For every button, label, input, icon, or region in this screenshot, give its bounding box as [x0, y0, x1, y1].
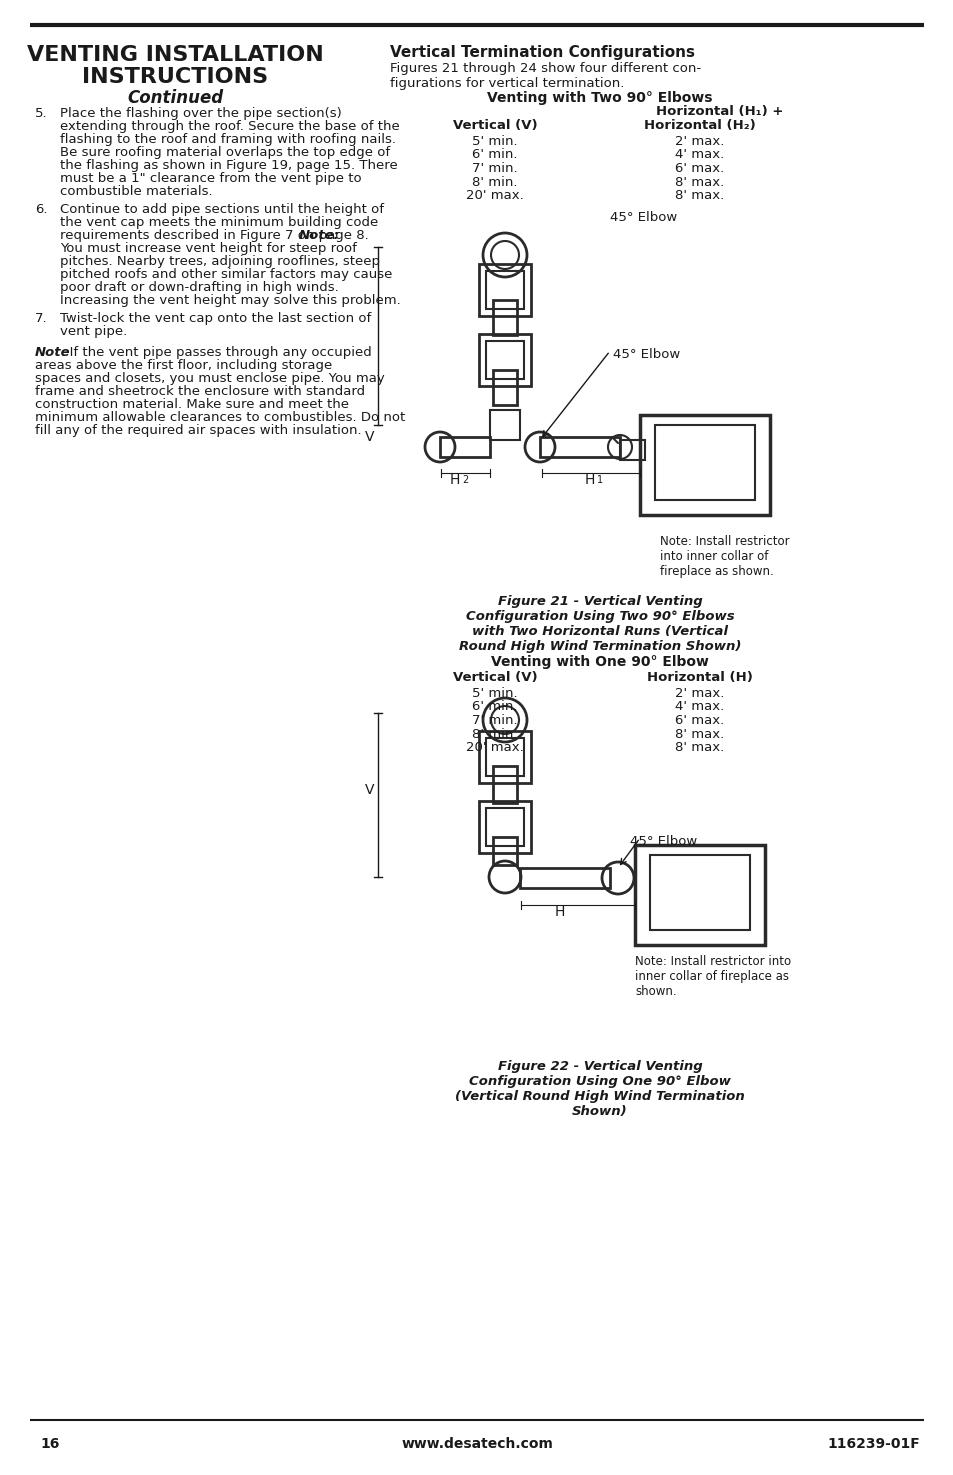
Bar: [485, 738, 523, 776]
Text: Note: Note: [35, 347, 71, 358]
Text: 20' max.: 20' max.: [466, 740, 523, 754]
Bar: [485, 808, 523, 847]
Bar: [485, 341, 523, 379]
Text: the vent cap meets the minimum building code: the vent cap meets the minimum building …: [60, 215, 377, 229]
Text: requirements described in Figure 7 on page 8.: requirements described in Figure 7 on pa…: [60, 229, 373, 242]
Text: pitches. Nearby trees, adjoining rooflines, steep: pitches. Nearby trees, adjoining rooflin…: [60, 255, 379, 268]
Text: the flashing as shown in Figure 19, page 15. There: the flashing as shown in Figure 19, page…: [60, 159, 397, 173]
Text: Horizontal (H): Horizontal (H): [646, 671, 752, 684]
Text: Place the flashing over the pipe section(s): Place the flashing over the pipe section…: [60, 108, 341, 119]
Text: 7.: 7.: [35, 313, 48, 324]
Text: 5' min.: 5' min.: [472, 687, 517, 701]
Bar: [439, 437, 490, 457]
Bar: [539, 437, 619, 457]
Text: Be sure roofing material overlaps the top edge of: Be sure roofing material overlaps the to…: [60, 146, 390, 159]
Text: minimum allowable clearances to combustibles. Do not: minimum allowable clearances to combusti…: [35, 412, 405, 423]
Text: You must increase vent height for steep roof: You must increase vent height for steep …: [60, 242, 356, 255]
Text: H: H: [555, 906, 564, 919]
Text: 45° Elbow: 45° Elbow: [629, 835, 697, 848]
Bar: [493, 299, 517, 335]
Text: fill any of the required air spaces with insulation.: fill any of the required air spaces with…: [35, 423, 361, 437]
Text: 8' max.: 8' max.: [675, 727, 724, 740]
Text: frame and sheetrock the enclosure with standard: frame and sheetrock the enclosure with s…: [35, 385, 365, 398]
Bar: [485, 271, 523, 308]
Text: 6' max.: 6' max.: [675, 162, 724, 176]
Text: 2' max.: 2' max.: [675, 136, 724, 148]
Bar: [655, 425, 754, 500]
Text: 8' max.: 8' max.: [675, 189, 724, 202]
Text: V: V: [364, 783, 374, 796]
Bar: [635, 845, 764, 945]
Text: poor draft or down-drafting in high winds.: poor draft or down-drafting in high wind…: [60, 282, 338, 294]
Text: H: H: [450, 473, 459, 487]
Text: pitched roofs and other similar factors may cause: pitched roofs and other similar factors …: [60, 268, 392, 282]
Bar: [493, 766, 517, 802]
Text: Vertical (V): Vertical (V): [453, 119, 537, 131]
Text: Figure 22 - Vertical Venting
Configuration Using One 90° Elbow
(Vertical Round H: Figure 22 - Vertical Venting Configurati…: [455, 1061, 744, 1118]
Text: 1: 1: [597, 475, 602, 485]
Text: Increasing the vent height may solve this problem.: Increasing the vent height may solve thi…: [60, 294, 400, 307]
Text: Horizontal (H₂): Horizontal (H₂): [643, 119, 755, 131]
Text: VENTING INSTALLATION: VENTING INSTALLATION: [27, 46, 323, 65]
Text: spaces and closets, you must enclose pipe. You may: spaces and closets, you must enclose pip…: [35, 372, 384, 385]
Text: construction material. Make sure and meet the: construction material. Make sure and mee…: [35, 398, 349, 412]
Text: Note: Install restrictor into
inner collar of fireplace as
shown.: Note: Install restrictor into inner coll…: [635, 954, 790, 999]
Text: Vertical Termination Configurations: Vertical Termination Configurations: [390, 46, 695, 60]
Bar: [478, 801, 531, 853]
Text: 5' min.: 5' min.: [472, 136, 517, 148]
Text: extending through the roof. Secure the base of the: extending through the roof. Secure the b…: [60, 119, 399, 133]
Text: Note: Install restrictor
into inner collar of
fireplace as shown.: Note: Install restrictor into inner coll…: [659, 535, 789, 578]
Text: 20' max.: 20' max.: [466, 189, 523, 202]
Text: INSTRUCTIONS: INSTRUCTIONS: [82, 66, 268, 87]
Text: combustible materials.: combustible materials.: [60, 184, 213, 198]
Text: 4' max.: 4' max.: [675, 701, 724, 714]
Text: 2' max.: 2' max.: [675, 687, 724, 701]
Bar: [478, 264, 531, 316]
Text: V: V: [364, 431, 374, 444]
Text: 6' min.: 6' min.: [472, 149, 517, 161]
Text: www.desatech.com: www.desatech.com: [400, 1437, 553, 1451]
Bar: [493, 836, 517, 864]
Text: Venting with One 90° Elbow: Venting with One 90° Elbow: [491, 655, 708, 670]
Text: 6' min.: 6' min.: [472, 701, 517, 714]
Bar: [478, 333, 531, 386]
Text: H: H: [584, 473, 595, 487]
Text: 7' min.: 7' min.: [472, 714, 517, 727]
Text: Continue to add pipe sections until the height of: Continue to add pipe sections until the …: [60, 204, 384, 215]
Bar: [478, 732, 531, 783]
Text: 8' min.: 8' min.: [472, 727, 517, 740]
Text: 4' max.: 4' max.: [675, 149, 724, 161]
Text: Horizontal (H₁) +: Horizontal (H₁) +: [656, 105, 782, 118]
Bar: [493, 370, 517, 406]
Text: Venting with Two 90° Elbows: Venting with Two 90° Elbows: [487, 91, 712, 105]
Text: Figures 21 through 24 show four different con-
figurations for vertical terminat: Figures 21 through 24 show four differen…: [390, 62, 700, 90]
Text: 8' min.: 8' min.: [472, 176, 517, 189]
Text: Note:: Note:: [299, 229, 339, 242]
Text: 45° Elbow: 45° Elbow: [609, 211, 677, 224]
Text: 8' max.: 8' max.: [675, 740, 724, 754]
Bar: [519, 867, 609, 888]
Text: Vertical (V): Vertical (V): [453, 671, 537, 684]
Text: 7' min.: 7' min.: [472, 162, 517, 176]
Text: Figure 21 - Vertical Venting
Configuration Using Two 90° Elbows
with Two Horizon: Figure 21 - Vertical Venting Configurati…: [458, 594, 740, 653]
Bar: [639, 414, 769, 515]
Text: 6' max.: 6' max.: [675, 714, 724, 727]
Bar: [490, 410, 519, 440]
Text: must be a 1" clearance from the vent pipe to: must be a 1" clearance from the vent pip…: [60, 173, 361, 184]
Text: 6.: 6.: [35, 204, 48, 215]
Text: 2: 2: [461, 475, 468, 485]
Text: Continued: Continued: [127, 88, 223, 108]
Text: vent pipe.: vent pipe.: [60, 324, 127, 338]
Text: 5.: 5.: [35, 108, 48, 119]
Text: flashing to the roof and framing with roofing nails.: flashing to the roof and framing with ro…: [60, 133, 395, 146]
Text: areas above the first floor, including storage: areas above the first floor, including s…: [35, 358, 332, 372]
Bar: [619, 440, 644, 460]
Text: : If the vent pipe passes through any occupied: : If the vent pipe passes through any oc…: [61, 347, 372, 358]
Text: 45° Elbow: 45° Elbow: [613, 348, 679, 361]
Text: Twist-lock the vent cap onto the last section of: Twist-lock the vent cap onto the last se…: [60, 313, 371, 324]
Text: 16: 16: [40, 1437, 59, 1451]
Text: 116239-01F: 116239-01F: [826, 1437, 919, 1451]
Bar: [649, 855, 749, 931]
Text: 8' max.: 8' max.: [675, 176, 724, 189]
